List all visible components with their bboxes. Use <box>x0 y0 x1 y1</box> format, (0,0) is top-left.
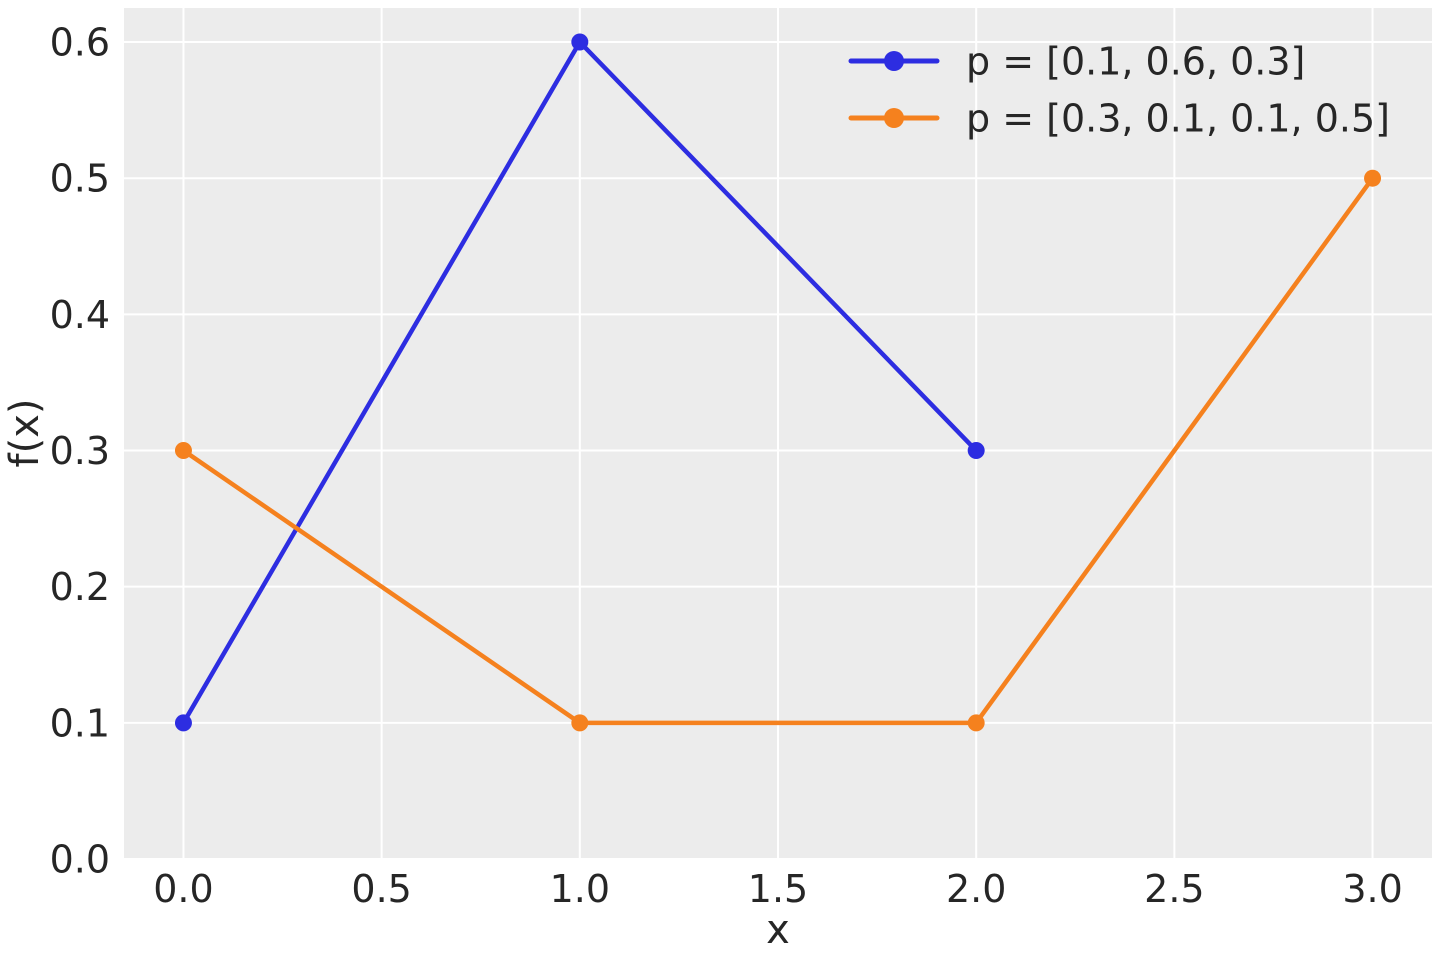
y-tick-label: 0.3 <box>50 429 110 473</box>
y-axis-label: f(x) <box>2 399 48 468</box>
data-point-0-2 <box>967 442 985 460</box>
data-point-1-3 <box>1364 169 1382 187</box>
x-tick-label: 0.5 <box>351 867 411 911</box>
x-tick-label: 3.0 <box>1342 867 1402 911</box>
x-tick-label: 2.5 <box>1144 867 1204 911</box>
x-tick-label: 1.5 <box>748 867 808 911</box>
legend: p = [0.1, 0.6, 0.3] p = [0.3, 0.1, 0.1, 0… <box>848 40 1390 141</box>
data-point-0-0 <box>174 714 192 732</box>
legend-marker-1 <box>884 108 904 128</box>
y-tick-label: 0.5 <box>50 157 110 201</box>
chart-layers: 0.0 0.5 1.0 1.5 2.0 2.5 3.0 0.0 0.1 0.2 0.3 0.4 0.5 0… <box>50 8 1432 911</box>
data-point-1-0 <box>174 442 192 460</box>
y-tick-label: 0.6 <box>50 21 110 65</box>
y-tick-label: 0.1 <box>50 701 110 745</box>
x-tick-label: 0.0 <box>153 867 213 911</box>
legend-label-1: p = [0.3, 0.1, 0.1, 0.5] <box>966 97 1390 141</box>
y-tick-label: 0.2 <box>50 565 110 609</box>
x-tick-label: 1.0 <box>550 867 610 911</box>
series-line-1 <box>181 175 1375 726</box>
legend-label-0: p = [0.1, 0.6, 0.3] <box>966 40 1305 84</box>
x-axis-label: x <box>766 907 790 953</box>
y-tick-label: 0.4 <box>50 293 110 337</box>
y-tick-label: 0.0 <box>50 838 110 882</box>
data-point-1-1 <box>571 714 589 732</box>
data-point-1-2 <box>967 714 985 732</box>
x-tick-label: 2.0 <box>946 867 1006 911</box>
legend-marker-0 <box>884 51 904 71</box>
data-point-0-1 <box>571 33 589 51</box>
